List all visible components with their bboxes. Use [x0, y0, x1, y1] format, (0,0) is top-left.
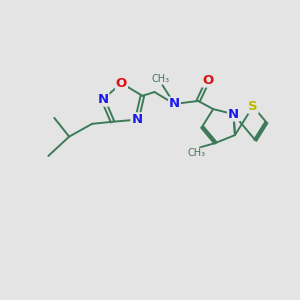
- Text: N: N: [228, 108, 239, 121]
- Text: N: N: [98, 93, 109, 106]
- Text: CH₃: CH₃: [188, 148, 206, 158]
- Text: O: O: [116, 77, 127, 90]
- Text: N: N: [169, 98, 180, 110]
- Text: N: N: [131, 113, 142, 126]
- Text: O: O: [202, 74, 214, 87]
- Text: S: S: [248, 100, 258, 113]
- Text: CH₃: CH₃: [152, 74, 170, 84]
